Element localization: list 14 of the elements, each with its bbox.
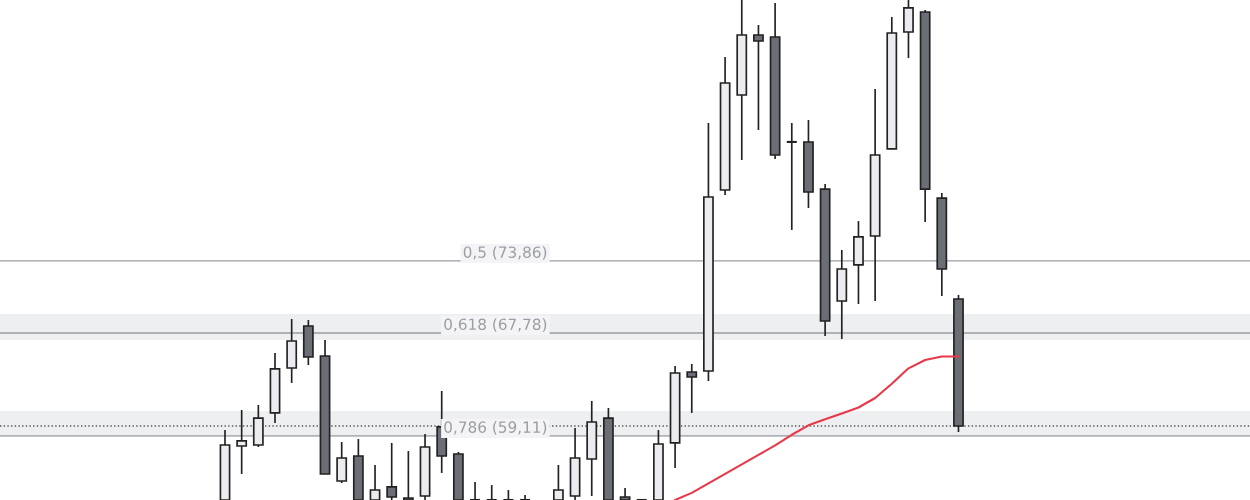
candlestick [552, 464, 564, 500]
candlestick [369, 464, 381, 500]
candlestick [686, 363, 698, 414]
candlestick [785, 122, 798, 231]
candlestick [402, 450, 414, 500]
candlestick [386, 442, 398, 500]
candlestick [336, 441, 348, 484]
candlestick [469, 481, 482, 500]
candlestick [485, 484, 498, 500]
ref-line-label: 0,5 (73,86) [463, 246, 547, 260]
ref-line-label: 0,786 (59,11) [444, 421, 547, 435]
candlestick [753, 24, 764, 131]
candlestick [519, 494, 532, 500]
ref-line-label: 0,618 (67,78) [444, 318, 547, 332]
